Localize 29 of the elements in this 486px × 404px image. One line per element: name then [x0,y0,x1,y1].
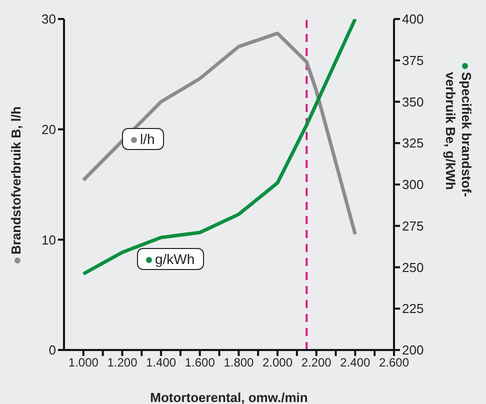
y2-tick-label: 200 [402,342,424,358]
y2-tick-label: 275 [402,218,424,234]
y2-tick-label: 350 [402,94,424,110]
y-tick-label: 10 [42,232,56,248]
y-axis-title: Brandstofverbruik B, l/h [8,106,24,257]
y2-tick-label: 325 [402,136,424,151]
legend-label: l/h [122,128,164,150]
x-tick-label: 1.000 [68,356,99,370]
y2-tick-label: 400 [402,12,424,27]
y-tick-label: 30 [42,12,56,27]
x-axis-title: Motortoerental, omw./min [150,390,308,404]
y2-tick-label: 250 [402,260,424,275]
x-tick-label: 2.000 [262,356,293,370]
x-tick-label: 2.600 [378,356,410,370]
y2-axis-title: Specifiek brandstof- verbruik Be, g/kWh [442,71,474,197]
y2-tick-label: 300 [402,177,424,192]
y2-tick-label: 375 [402,52,424,68]
y2-tick-label: 225 [402,301,424,316]
x-tick-label: 1.800 [224,356,254,370]
legend-label: g/kWh [137,248,204,270]
x-tick-label: 1.600 [184,356,216,370]
x-tick-label: 2.400 [340,356,371,370]
y-tick-label: 0 [48,342,56,358]
x-tick-label: 2.200 [301,356,332,370]
y-tick-label: 20 [42,122,56,137]
line-series [82,32,357,236]
x-tick-label: 1.200 [107,356,138,370]
line-series [82,19,357,276]
x-tick-label: 1.400 [146,356,176,370]
